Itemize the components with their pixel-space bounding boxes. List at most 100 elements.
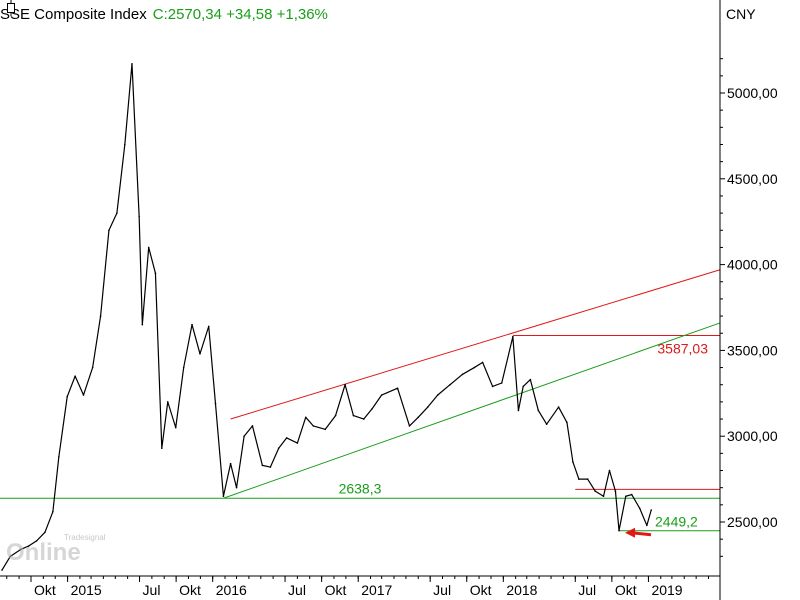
price-point-78 — [646, 524, 648, 527]
price-point-39 — [304, 416, 307, 419]
price-point-28 — [214, 402, 217, 405]
price-point-49 — [408, 425, 411, 427]
y-tick-label-3: 4000,00 — [727, 257, 778, 273]
price-point-34 — [261, 464, 264, 467]
price-point-48 — [396, 387, 399, 389]
price-series — [1, 63, 653, 571]
price-point-10 — [82, 394, 85, 396]
price-point-38 — [296, 442, 299, 444]
price-point-6 — [52, 510, 54, 513]
price-point-79 — [650, 509, 653, 511]
x-tick-label-2: Jul — [143, 582, 161, 598]
watermark-brand-top: Tradesignal — [64, 533, 106, 542]
price-point-16 — [131, 63, 133, 65]
price-point-7 — [58, 455, 60, 458]
watermark-brand-main: Online — [6, 539, 81, 564]
tradesignal-online-logo: Tradesignal Online — [6, 533, 106, 564]
price-point-62 — [529, 378, 532, 381]
price-point-63 — [537, 409, 540, 412]
x-tick-label-3: Okt — [179, 582, 201, 598]
price-point-44 — [352, 414, 355, 417]
price-point-26 — [199, 353, 201, 355]
price-point-11 — [91, 366, 94, 369]
price-point-5 — [44, 531, 46, 534]
x-tick-label-13: 2019 — [651, 582, 682, 598]
price-point-50 — [417, 416, 420, 419]
price-point-55 — [473, 366, 476, 369]
x-tick-label-10: 2018 — [506, 582, 537, 598]
currency-label: CNY — [726, 6, 756, 22]
price-point-66 — [566, 421, 568, 424]
price-point-41 — [324, 428, 327, 431]
price-point-51 — [426, 406, 429, 408]
y-tick-label-5: 5000,00 — [727, 85, 778, 101]
level-label-2: 2638,3 — [339, 480, 382, 496]
price-point-24 — [182, 366, 185, 369]
price-point-9 — [74, 375, 76, 377]
price-point-36 — [277, 447, 280, 450]
price-point-46 — [371, 407, 373, 410]
chart-header: SSE Composite Index C:2570,34 +34,58 +1,… — [0, 0, 328, 28]
price-point-14 — [116, 212, 118, 214]
level-label-3: 2449,2 — [655, 514, 698, 530]
axes: 2500,00 3000,00 3500,00 4000,00 4500,00 5000,… — [0, 0, 778, 600]
price-point-4 — [35, 540, 38, 542]
price-point-65 — [557, 406, 560, 408]
price-point-20 — [154, 272, 157, 274]
red-arrow-icon — [625, 527, 652, 538]
price-point-17 — [138, 215, 140, 218]
candlestick-icon — [7, 0, 15, 16]
price-point-75 — [624, 495, 627, 498]
price-point-61 — [522, 385, 524, 388]
price-point-18 — [141, 323, 144, 326]
price-point-19 — [147, 246, 150, 249]
price-point-3 — [27, 545, 30, 547]
price-point-29 — [222, 495, 225, 498]
price-point-31 — [235, 486, 238, 489]
resistance-trend-line — [230, 269, 721, 420]
price-point-15 — [124, 143, 126, 146]
price-point-59 — [512, 335, 514, 338]
price-point-8 — [66, 395, 68, 398]
price-point-42 — [334, 414, 337, 417]
price-point-45 — [362, 418, 365, 420]
price-point-0 — [1, 569, 3, 571]
y-tick-label-4: 4500,00 — [727, 171, 778, 187]
y-tick-label-0: 2500,00 — [727, 514, 778, 530]
chart-title: SSE Composite Index — [0, 5, 147, 23]
price-point-32 — [243, 435, 245, 438]
price-point-73 — [614, 490, 617, 492]
price-point-40 — [312, 425, 315, 427]
price-point-2 — [19, 548, 22, 551]
y-tick-label-1: 3000,00 — [727, 428, 778, 444]
x-tick-label-5: Jul — [288, 582, 306, 598]
price-point-71 — [602, 495, 605, 498]
price-point-53 — [449, 383, 451, 386]
price-point-23 — [174, 426, 177, 429]
price-point-30 — [229, 462, 232, 465]
support-trend-line — [223, 322, 721, 499]
price-point-1 — [9, 555, 12, 558]
price-point-54 — [461, 373, 464, 376]
horizontal-levels: 3587,03 2638,3 2449,2 — [0, 334, 720, 532]
price-point-70 — [594, 490, 596, 492]
price-point-64 — [545, 423, 548, 425]
x-tick-label-9: Okt — [470, 582, 492, 598]
price-point-58 — [500, 382, 503, 384]
price-point-47 — [380, 394, 383, 396]
price-point-57 — [491, 385, 494, 388]
price-point-35 — [269, 466, 272, 468]
price-point-37 — [285, 437, 288, 439]
price-point-77 — [638, 507, 641, 510]
price-point-27 — [207, 325, 210, 328]
x-tick-label-6: Okt — [325, 582, 347, 598]
price-point-67 — [572, 461, 574, 463]
price-point-68 — [578, 478, 580, 480]
price-line-0 — [1, 63, 652, 571]
price-point-56 — [481, 361, 484, 364]
x-tick-label-4: 2016 — [216, 582, 247, 598]
y-tick-label-2: 3500,00 — [727, 342, 778, 358]
x-tick-label-12: Okt — [615, 582, 637, 598]
price-point-52 — [436, 394, 439, 396]
